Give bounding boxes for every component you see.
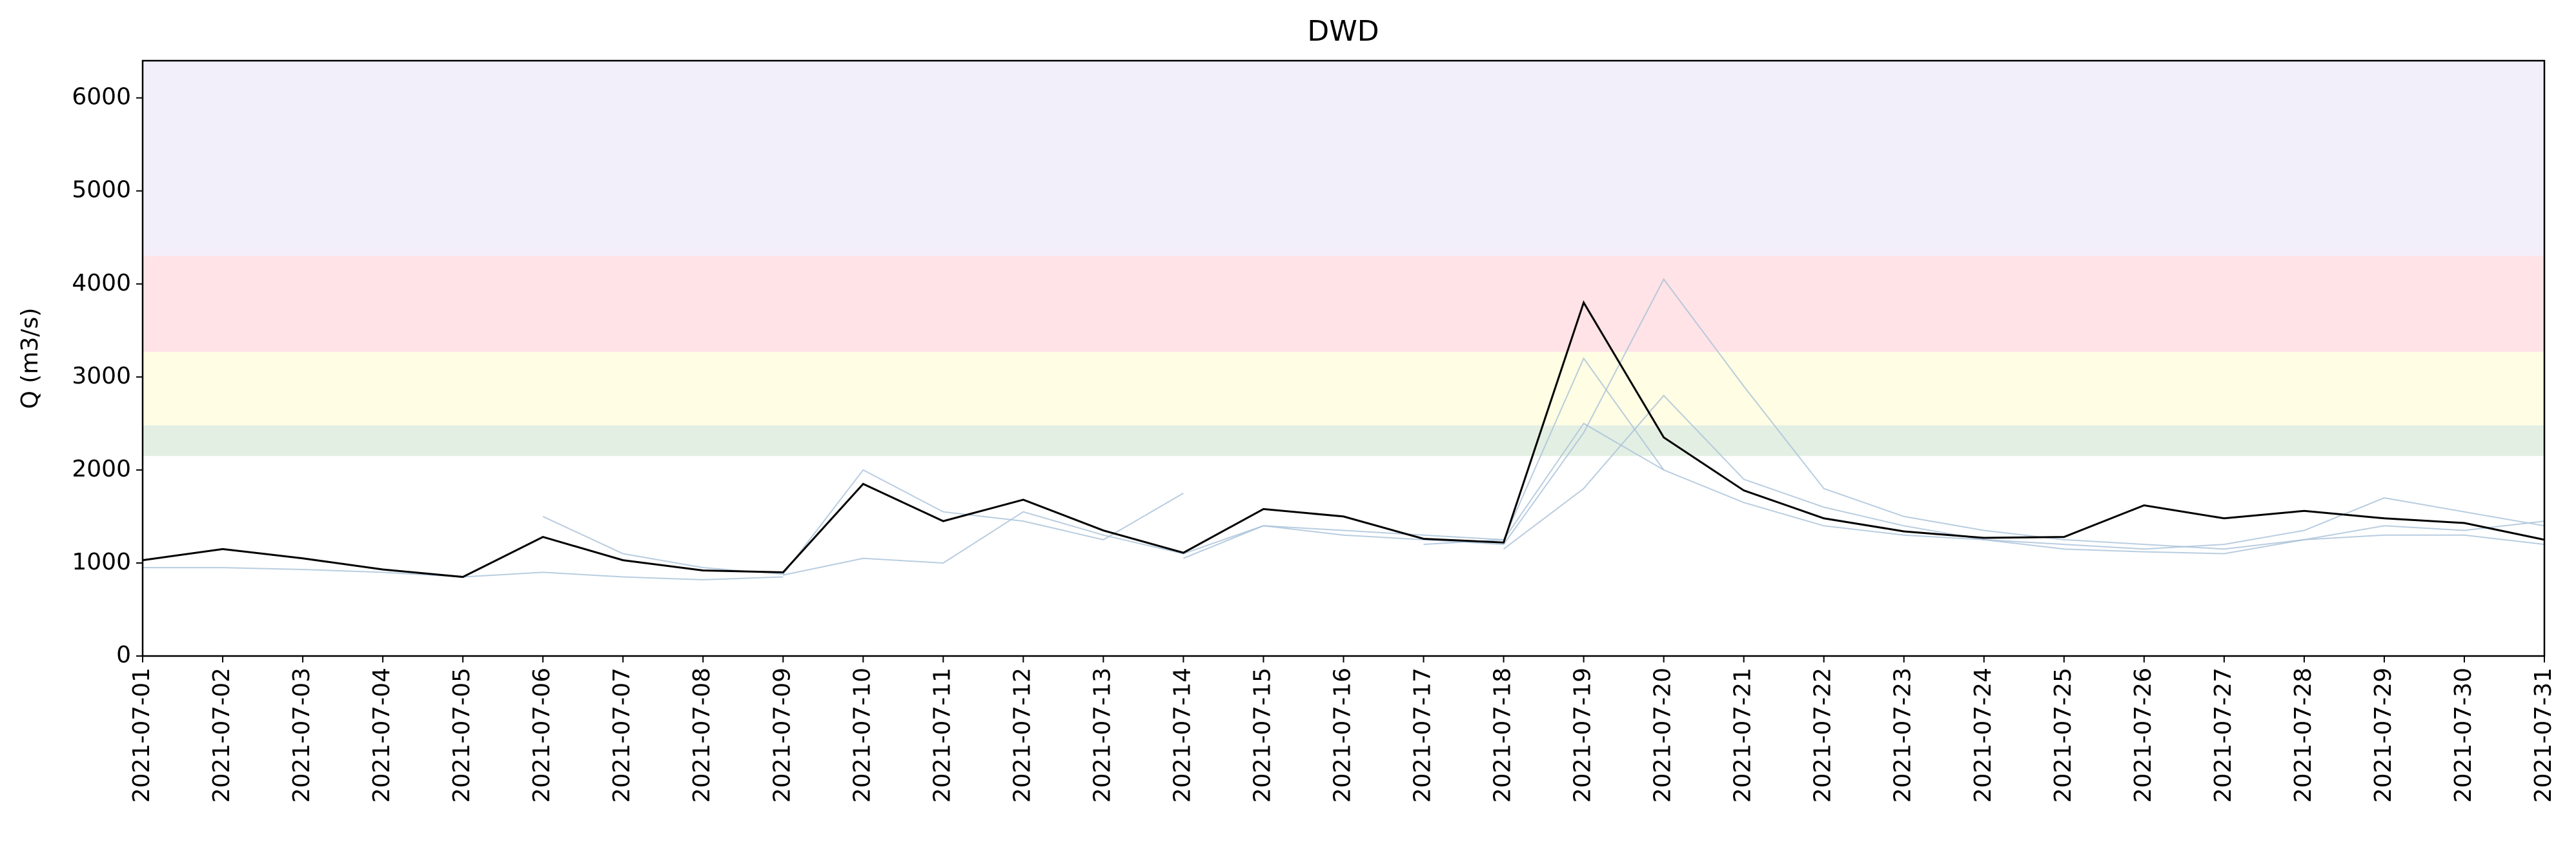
series-line (1183, 278, 2545, 559)
threshold-band (143, 256, 2544, 352)
x-tick-label: 2021-07-18 (1490, 668, 1516, 803)
x-tick-label: 2021-07-12 (1009, 668, 1035, 803)
x-tick-label: 2021-07-04 (369, 668, 395, 803)
series-line (1503, 395, 2545, 555)
x-tick-label: 2021-07-05 (449, 668, 475, 803)
x-tick-label: 2021-07-14 (1169, 668, 1195, 803)
x-tick-label: 2021-07-19 (1570, 668, 1596, 803)
x-tick-label: 2021-07-06 (529, 668, 555, 803)
x-tick-label: 2021-07-17 (1410, 668, 1436, 803)
y-axis-label: Q (m3/s) (17, 308, 43, 409)
x-tick-label: 2021-07-25 (2050, 668, 2076, 803)
x-tick-label: 2021-07-08 (689, 668, 715, 803)
threshold-band (143, 61, 2544, 256)
y-tick-label: 5000 (72, 177, 131, 203)
y-tick-label: 0 (116, 642, 131, 668)
series-line (783, 356, 1665, 576)
x-tick-label: 2021-07-24 (1970, 668, 1996, 803)
x-tick-label: 2021-07-29 (2370, 668, 2397, 803)
x-tick-label: 2021-07-28 (2290, 668, 2317, 803)
y-tick-label: 6000 (72, 84, 131, 110)
x-tick-label: 2021-07-01 (128, 668, 155, 803)
x-tick-label: 2021-07-09 (769, 668, 795, 803)
x-tick-label: 2021-07-20 (1650, 668, 1676, 803)
x-tick-label: 2021-07-03 (289, 668, 315, 803)
y-tick-label: 3000 (72, 363, 131, 389)
x-tick-label: 2021-07-15 (1249, 668, 1275, 803)
x-tick-label: 2021-07-27 (2210, 668, 2236, 803)
x-tick-label: 2021-07-21 (1730, 668, 1756, 803)
chart-title: DWD (1307, 15, 1379, 48)
x-tick-label: 2021-07-26 (2130, 668, 2156, 803)
x-tick-label: 2021-07-07 (609, 668, 635, 803)
series-line (142, 300, 2545, 579)
threshold-band (143, 425, 2544, 456)
x-tick-label: 2021-07-16 (1330, 668, 1356, 803)
y-tick-label: 4000 (72, 270, 131, 296)
x-tick-label: 2021-07-30 (2450, 668, 2477, 803)
x-tick-label: 2021-07-11 (929, 668, 955, 803)
x-tick-label: 2021-07-10 (849, 668, 875, 803)
x-tick-label: 2021-07-31 (2530, 668, 2557, 803)
y-tick-label: 1000 (72, 549, 131, 575)
plot-frame (141, 59, 2546, 657)
x-tick-label: 2021-07-23 (1890, 668, 1916, 803)
series-line (542, 469, 1184, 575)
x-tick-label: 2021-07-13 (1089, 668, 1115, 803)
x-tick-label: 2021-07-02 (208, 668, 235, 803)
series-line (143, 567, 784, 580)
x-tick-label: 2021-07-22 (1810, 668, 1836, 803)
y-tick-label: 2000 (72, 456, 131, 482)
threshold-band (143, 351, 2544, 425)
